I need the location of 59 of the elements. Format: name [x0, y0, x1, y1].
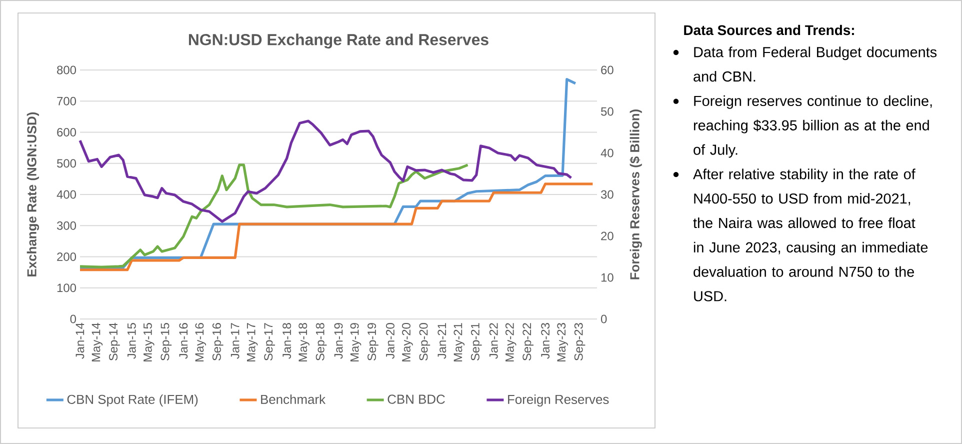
x-tick-label: Jan-22	[489, 323, 498, 359]
y2-tick-label: 20	[601, 232, 614, 240]
x-tick-label: May-14	[92, 322, 103, 362]
line-series	[78, 182, 594, 272]
x-tick-label: Jan-20	[386, 322, 394, 359]
y2-tick-label: 50	[601, 107, 614, 116]
legend-label: CBN Spot Rate (IFEM)	[67, 394, 198, 407]
y-tick-label: 500	[57, 159, 76, 168]
y-tick-label: 200	[57, 252, 76, 261]
x-tick-label: May-20	[402, 322, 413, 362]
legend-label: Foreign Reserves	[508, 394, 609, 407]
x-tick-label: May-16	[195, 323, 206, 362]
x-tick-label: Jan-17	[230, 323, 240, 359]
y2-tick-label: 40	[600, 148, 614, 158]
y-tick-label: 100	[57, 284, 76, 292]
y2-tick-label: 60	[601, 66, 614, 74]
x-tick-label: May-23	[557, 323, 568, 362]
x-tick-label: Jan-23	[541, 323, 550, 359]
y-tick-label: 400	[56, 190, 76, 199]
chart-title: NGN:USD Exchange Rate and Reserves	[188, 34, 488, 48]
x-tick-label: Sep-16	[212, 323, 224, 361]
text: Data Sources and Trends:	[684, 24, 854, 36]
x-tick-label: Sep-21	[470, 323, 482, 361]
y2-tick-label: 30	[600, 190, 614, 199]
x-tick-label: Sep-15	[160, 323, 172, 361]
x-tick-label: May-22	[505, 323, 516, 362]
text: Data from Federal Budget documents and CBN.	[694, 46, 937, 82]
y2-tick-label: 0	[600, 314, 607, 324]
y-tick-label: 700	[57, 96, 76, 106]
x-tick-label: May-17	[246, 323, 258, 362]
x-tick-label: Jan-16	[179, 323, 188, 359]
y-tick-label: 300	[56, 221, 76, 230]
y-tick-label: 600	[57, 128, 76, 136]
x-tick-label: Sep-19	[368, 323, 378, 361]
line-series	[78, 164, 470, 268]
y-tick-label: 0	[70, 314, 76, 324]
x-tick-label: May-19	[350, 323, 362, 362]
text: Foreign reserves continue to decline, reaching $33.95 billion as at the end of July.	[694, 95, 932, 158]
x-tick-label: Sep-23	[574, 323, 586, 361]
x-tick-label: May-18	[298, 323, 310, 362]
x-tick-label: Jan-19	[334, 323, 343, 359]
y2-axis-title: Foreign Reserves ($ Billion)	[630, 110, 642, 280]
y2-tick-label: 10	[601, 273, 614, 282]
legend-label: Benchmark	[261, 394, 326, 404]
x-tick-label: May-15	[144, 323, 154, 362]
y-axis-title: Exchange Rate (NGN:USD)	[26, 112, 40, 276]
x-tick-label: Jan-21	[438, 323, 446, 359]
x-tick-label: Sep-20	[419, 322, 430, 361]
x-tick-label: Jan-15	[128, 323, 136, 359]
x-tick-label: Jan-14	[76, 322, 84, 359]
y-tick-label: 800	[57, 66, 76, 74]
x-tick-label: Sep-17	[264, 323, 275, 361]
legend-label: CBN BDC	[388, 394, 445, 404]
x-tick-label: Sep-14	[109, 322, 120, 361]
x-tick-label: Jan-18	[282, 323, 292, 359]
text: After relative stability in the rate of N400-550 to USD from mid-2021, the Naira was allowed to free float in June 2023, causing an immediate devaluation to around N750 to the USD.	[693, 168, 928, 302]
x-tick-label: Sep-22	[522, 323, 534, 361]
x-tick-label: May-21	[454, 323, 465, 362]
x-tick-label: Sep-18	[316, 323, 327, 361]
